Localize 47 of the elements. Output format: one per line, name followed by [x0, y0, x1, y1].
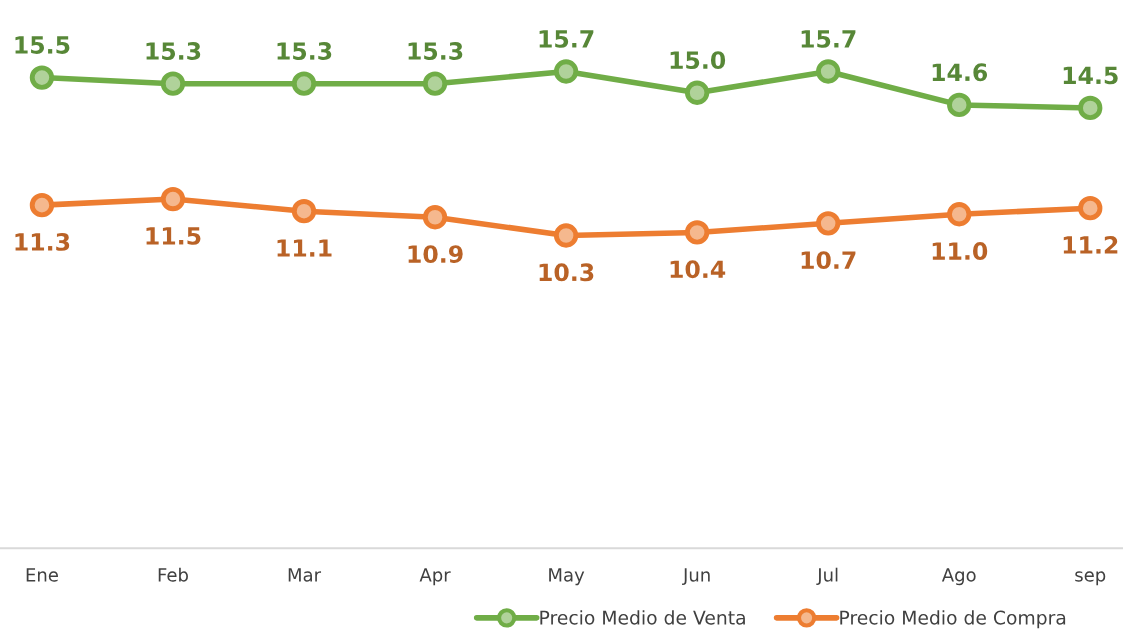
data-label: 11.3: [15, 233, 70, 251]
point: [1078, 196, 1103, 221]
point: [29, 65, 55, 90]
data-label: 15.0: [670, 51, 726, 70]
data-label: 14.5: [1063, 66, 1118, 85]
data-label: 15.5: [15, 36, 70, 54]
x-tick-label: sep: [1075, 571, 1106, 586]
data-label: 11.1: [277, 239, 332, 257]
point: [684, 80, 710, 105]
x-tick-label: Apr: [419, 568, 451, 586]
x-tick-label: Jul: [816, 567, 838, 586]
data-label: 15.3: [146, 42, 201, 60]
point: [160, 71, 186, 96]
point: [29, 192, 55, 218]
data-label: 15.7: [801, 30, 856, 48]
point: [291, 71, 317, 96]
x-tick-label: Ene: [26, 568, 58, 582]
data-label: 10.7: [801, 251, 856, 270]
point: [553, 59, 579, 84]
data-label: 10.3: [539, 263, 594, 282]
point: [816, 211, 841, 236]
data-label: 11.5: [146, 227, 201, 245]
x-tick-label: Ago: [941, 568, 976, 586]
point: [947, 202, 972, 227]
point: [947, 92, 972, 118]
point: [422, 205, 448, 230]
data-label: 11.2: [1063, 236, 1118, 254]
data-label: 15.7: [539, 30, 594, 48]
point: [160, 186, 186, 212]
legend-label: Precio Medio de Venta: [540, 610, 745, 625]
point: [422, 71, 448, 96]
x-tick-label: Feb: [158, 567, 188, 582]
x-tick-label: May: [549, 568, 585, 586]
legend-label: Precio Medio de Compra: [840, 610, 1066, 629]
data-label: 15.3: [408, 42, 463, 60]
x-tick-label: Mar: [288, 568, 322, 582]
data-label: 15.3: [277, 42, 332, 60]
point: [816, 59, 841, 84]
data-label: 10.4: [670, 260, 726, 279]
point: [553, 223, 579, 248]
x-tick-label: Jun: [682, 568, 710, 586]
point: [291, 199, 317, 224]
data-label: 14.6: [932, 63, 988, 82]
data-label: 11.0: [932, 242, 988, 260]
data-label: 10.9: [408, 245, 463, 264]
point: [684, 220, 710, 245]
point: [1078, 95, 1103, 121]
